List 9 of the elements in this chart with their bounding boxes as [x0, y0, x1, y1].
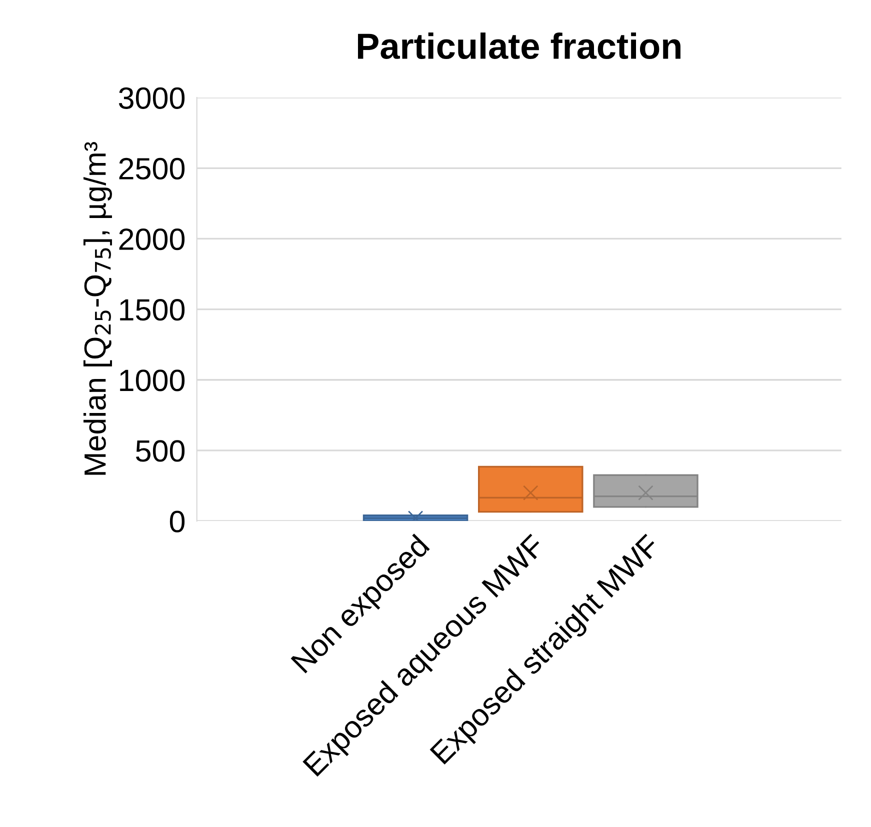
y-tick-label: 2000 — [119, 228, 185, 250]
y-tick-label: 1000 — [120, 370, 185, 392]
chart-title: Particulate fraction — [358, 32, 680, 60]
y-tick-label: 2500 — [119, 158, 185, 180]
y-axis-title: Median [Q$_{25}$-Q$_{75}$], µg/m³ — [83, 142, 112, 475]
y-tick-label: 1500 — [120, 299, 185, 321]
y-tick-label: 3000 — [118, 87, 185, 109]
y-tick-label: 500 — [136, 440, 185, 462]
y-tick-label: 0 — [170, 510, 185, 532]
